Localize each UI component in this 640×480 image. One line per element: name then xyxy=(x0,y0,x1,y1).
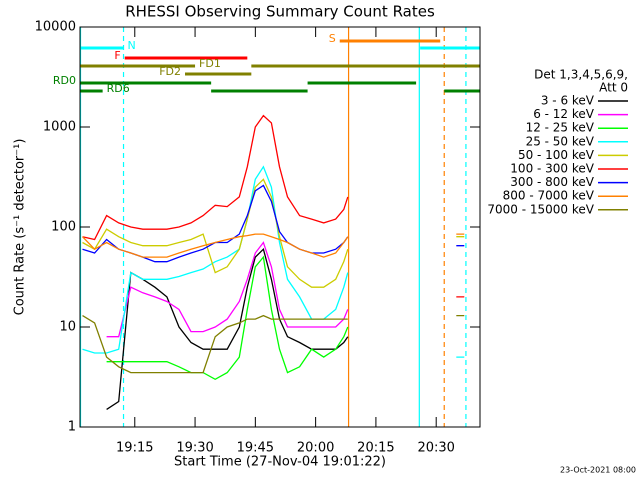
legend-label: 12 - 25 keV xyxy=(526,121,595,135)
x-tick-label: 19:30 xyxy=(176,441,213,456)
x-tick-label: 20:15 xyxy=(357,441,394,456)
y-tick-label: 1 xyxy=(68,420,76,435)
flag-label: F xyxy=(114,49,120,62)
series-line xyxy=(106,255,349,381)
series-line xyxy=(106,247,349,410)
legend-label: 800 - 7000 keV xyxy=(503,189,595,203)
legend-title: Det 1,3,4,5,6,9, xyxy=(534,68,628,82)
series-line xyxy=(106,241,349,338)
footnote: 23-Oct-2021 08:00 xyxy=(560,466,636,475)
chart-title: RHESSI Observing Summary Count Rates xyxy=(125,3,435,21)
plot-area xyxy=(79,27,480,427)
series-line xyxy=(82,165,465,358)
series-line xyxy=(82,233,465,258)
legend-label: 50 - 100 keV xyxy=(518,148,595,162)
flag-label: FD1 xyxy=(199,57,221,70)
y-axis-label: Count Rate (s⁻¹ detector⁻¹) xyxy=(13,139,28,316)
y-tick-label: 10 xyxy=(59,320,76,335)
legend-title: Att 0 xyxy=(599,81,628,95)
flag-label: RD6 xyxy=(107,82,130,95)
flag-label: N xyxy=(128,39,136,52)
flag-label: FD2 xyxy=(159,65,181,78)
legend-label: 3 - 6 keV xyxy=(541,94,595,108)
flag-label: S xyxy=(329,32,336,45)
x-tick-label: 20:30 xyxy=(417,441,454,456)
x-tick-label: 19:45 xyxy=(237,441,274,456)
flag-label: RD0 xyxy=(53,74,76,87)
legend-label: 300 - 800 keV xyxy=(510,175,594,189)
legend-label: 6 - 12 keV xyxy=(533,107,595,121)
series-line xyxy=(82,114,465,298)
legend-label: 7000 - 15000 keV xyxy=(487,202,594,216)
y-tick-label: 100 xyxy=(51,220,76,235)
series-line xyxy=(82,314,465,374)
legend-label: 25 - 50 keV xyxy=(526,134,595,148)
y-tick-label: 1000 xyxy=(43,120,76,135)
x-axis-label: Start Time (27-Nov-04 19:01:22) xyxy=(174,455,386,470)
y-tick-label: 10000 xyxy=(35,20,76,35)
series-line xyxy=(82,178,465,288)
x-tick-label: 20:00 xyxy=(297,441,334,456)
x-tick-label: 19:15 xyxy=(116,441,153,456)
legend-label: 100 - 300 keV xyxy=(510,162,594,176)
